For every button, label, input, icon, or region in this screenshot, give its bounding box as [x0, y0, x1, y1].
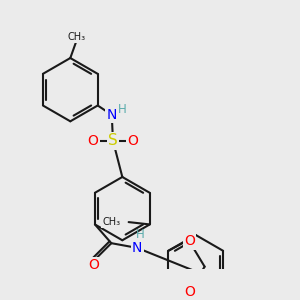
Text: H: H — [118, 103, 127, 116]
Text: S: S — [108, 133, 118, 148]
Text: O: O — [184, 234, 195, 248]
Text: N: N — [106, 108, 117, 122]
Text: CH₃: CH₃ — [67, 32, 85, 42]
Text: N: N — [132, 241, 142, 255]
Text: O: O — [184, 285, 195, 299]
Text: H: H — [136, 229, 145, 242]
Text: O: O — [88, 134, 98, 148]
Text: O: O — [88, 259, 99, 272]
Text: O: O — [128, 134, 138, 148]
Text: CH₃: CH₃ — [102, 217, 120, 227]
